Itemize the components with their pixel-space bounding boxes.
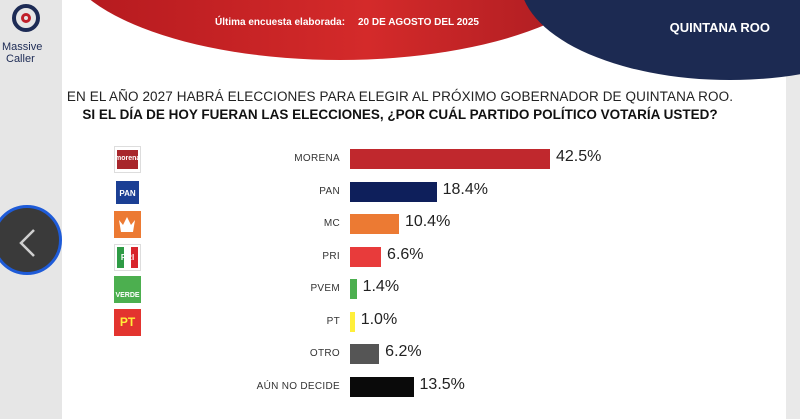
question-text: SI EL DÍA DE HOY FUERAN LAS ELECCIONES, … [82, 107, 718, 122]
party-logo-text: VERDE [115, 292, 140, 299]
party-logo-icon: PRI [114, 243, 141, 271]
party-logo-icon: PT [114, 308, 141, 336]
value-label: 6.2% [385, 343, 422, 360]
category-label: MORENA [294, 153, 340, 164]
bar [350, 149, 550, 169]
value-label: 10.4% [404, 213, 451, 230]
bar-row: OTRO 6.2% [0, 341, 800, 367]
category-label: MC [323, 218, 340, 229]
category-label: PT [326, 315, 340, 327]
party-logo-icon: PAN [114, 178, 141, 206]
logo-line2: Caller [6, 53, 35, 65]
bar [350, 311, 355, 332]
chevron-left-icon [19, 229, 35, 257]
bar [350, 246, 382, 267]
bar [350, 181, 437, 202]
value-label: 6.6% [387, 245, 424, 263]
party-logo-icon: VERDE [114, 276, 141, 303]
bar [350, 279, 357, 299]
party-logo-text: PRI [120, 252, 135, 262]
header-state-banner [520, 0, 800, 80]
bar-row: PT PT 1.0% [0, 308, 800, 336]
party-logo-text: morena [115, 155, 141, 162]
value-label: 18.4% [442, 180, 488, 198]
category-label: PRI [322, 250, 340, 262]
massive-caller-logo: Massive Caller [2, 4, 52, 66]
party-logo-icon: morena [114, 146, 141, 173]
bar-row: VERDE PVEM 1.4% [0, 276, 800, 303]
value-label: 1.4% [362, 278, 400, 295]
party-logo-text: PT [119, 314, 136, 329]
survey-date: 20 DE AGOSTO DEL 2025 [358, 17, 479, 28]
bar [350, 214, 399, 234]
logo-line1: Massive [2, 41, 43, 53]
question-context: EN EL AÑO 2027 HABRÁ ELECCIONES PARA ELE… [66, 89, 734, 104]
value-label: 13.5% [419, 375, 465, 393]
bar-row: AÚN NO DECIDE 13.5% [0, 374, 800, 400]
category-label: OTRO [309, 348, 340, 359]
category-label: PVEM [310, 283, 340, 294]
bar-row: morena MORENA 42.5% [0, 146, 800, 173]
bar-row: PRI PRI 6.6% [0, 243, 800, 271]
previous-slide-button[interactable] [0, 205, 62, 275]
bar-row: PAN PAN 18.4% [0, 178, 800, 206]
category-label: AÚN NO DECIDE [256, 380, 340, 392]
value-label: 1.0% [360, 310, 398, 328]
logo-mark-icon [12, 4, 40, 32]
state-name: QUINTANA ROO [669, 20, 770, 35]
survey-label: Última encuesta elaborada: [215, 17, 346, 28]
category-label: PAN [319, 185, 340, 197]
bar [350, 344, 380, 364]
bar [350, 376, 414, 397]
party-logo-icon [114, 211, 141, 238]
bar-row: MC 10.4% [0, 211, 800, 238]
value-label: 42.5% [556, 148, 602, 165]
party-logo-text: PAN [119, 188, 136, 198]
right-gutter [786, 0, 800, 419]
